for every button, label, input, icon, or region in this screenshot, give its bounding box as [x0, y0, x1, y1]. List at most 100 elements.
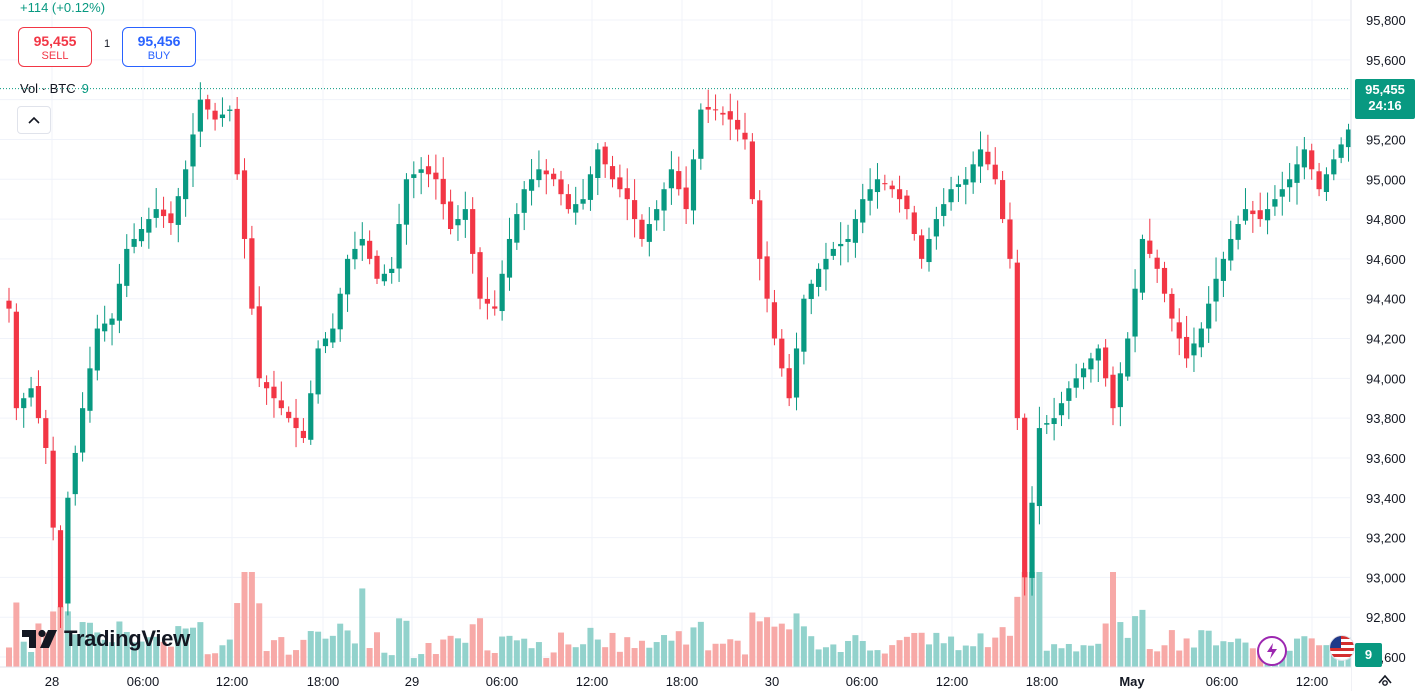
price-tick-label: 94,400	[1366, 292, 1406, 307]
candle-body	[227, 109, 233, 111]
volume-bar	[182, 628, 189, 667]
candle-body	[1301, 149, 1307, 168]
price-tick-label: 95,000	[1366, 172, 1406, 187]
volume-bar	[462, 642, 469, 667]
volume-bar	[675, 631, 682, 667]
sell-button[interactable]: 95,455 SELL	[18, 27, 92, 67]
volume-bar	[285, 654, 292, 667]
candle-body	[661, 189, 667, 211]
volume-bar	[1190, 647, 1197, 667]
candle-body	[735, 119, 741, 130]
candle-body	[992, 164, 998, 180]
candle-body	[1184, 336, 1190, 359]
volume-bar	[631, 648, 638, 667]
candle-body	[455, 219, 461, 226]
candle-body	[771, 302, 778, 339]
volume-bar	[6, 647, 12, 667]
candle-body	[470, 209, 476, 254]
candle-body	[153, 209, 159, 218]
candle-body	[72, 452, 78, 495]
candle-body	[1220, 258, 1226, 281]
candle-body	[977, 149, 984, 167]
volume-bar	[20, 641, 27, 667]
lightning-bolt-icon[interactable]	[1257, 636, 1287, 666]
candle-body	[425, 166, 432, 175]
candle-body	[573, 204, 579, 213]
settings-icon[interactable]	[1376, 672, 1394, 690]
candle-body	[315, 348, 321, 395]
us-flag-icon[interactable]	[1330, 636, 1354, 660]
price-tick-label: 95,200	[1366, 132, 1406, 147]
volume-bar	[13, 602, 20, 667]
candle-body	[1110, 374, 1116, 409]
candle-body	[1294, 164, 1300, 183]
tradingview-logo[interactable]: TradingView	[22, 626, 190, 652]
candle-body	[65, 497, 71, 604]
volume-bar	[1021, 572, 1028, 667]
volume-bar	[491, 652, 498, 667]
volume-bar	[190, 627, 196, 667]
volume-bar	[535, 642, 542, 667]
candle-body	[624, 188, 630, 200]
volume-bar	[1102, 623, 1109, 667]
candle-body	[690, 159, 697, 211]
volume-bar	[646, 647, 653, 667]
volume-bar	[764, 617, 771, 667]
volume-bar	[234, 603, 241, 667]
candle-body	[698, 109, 704, 159]
volume-bar	[742, 654, 748, 667]
candle-body	[551, 173, 557, 180]
candle-body	[146, 219, 152, 233]
volume-bar	[94, 632, 101, 667]
volume-legend[interactable]: Vol · BTC 9	[20, 81, 89, 96]
candle-body	[278, 400, 284, 409]
candle-body	[1073, 378, 1079, 388]
candle-body	[1176, 322, 1182, 339]
candle-body	[801, 298, 807, 352]
volume-bar	[1006, 635, 1013, 667]
volume-bar	[992, 637, 999, 667]
candle-body	[528, 179, 535, 191]
time-tick-label: May	[1119, 674, 1145, 689]
candle-body	[1051, 418, 1057, 425]
candle-body	[1029, 502, 1035, 578]
collapse-legend-button[interactable]	[17, 106, 51, 134]
candle-body	[1309, 150, 1315, 170]
price-tick-label: 94,000	[1366, 371, 1406, 386]
candle-body	[941, 204, 947, 216]
candle-body	[786, 368, 792, 399]
candle-body	[896, 189, 903, 200]
candle-body	[322, 338, 329, 347]
candle-body	[219, 114, 226, 119]
volume-bar	[881, 653, 888, 667]
candle-body	[249, 238, 255, 309]
candle-body	[28, 388, 34, 398]
volume-bar	[940, 643, 947, 667]
volume-bar	[1235, 638, 1242, 667]
buy-button[interactable]: 95,456 BUY	[122, 27, 196, 67]
volume-bar	[705, 650, 712, 667]
time-axis-panel	[0, 667, 1351, 691]
volume-bar	[1073, 651, 1080, 667]
time-tick-label: 18:00	[307, 674, 340, 689]
candle-body	[602, 146, 608, 165]
candle-body	[757, 200, 763, 259]
candle-body	[1117, 373, 1123, 408]
candle-body	[1044, 423, 1050, 425]
volume-bar	[248, 572, 255, 667]
candle-body	[816, 268, 822, 287]
volume-bar	[837, 652, 844, 667]
volume-bar	[499, 636, 506, 667]
candle-body	[676, 171, 682, 190]
volume-bar	[388, 655, 395, 667]
candle-body	[779, 338, 785, 369]
candle-body	[1228, 238, 1234, 261]
candle-body	[124, 248, 130, 286]
candle-body	[175, 196, 181, 225]
candle-body	[1080, 368, 1087, 378]
candle-body	[632, 200, 638, 220]
volume-bar	[300, 639, 307, 667]
candle-body	[448, 201, 454, 230]
volume-bar	[315, 631, 322, 667]
